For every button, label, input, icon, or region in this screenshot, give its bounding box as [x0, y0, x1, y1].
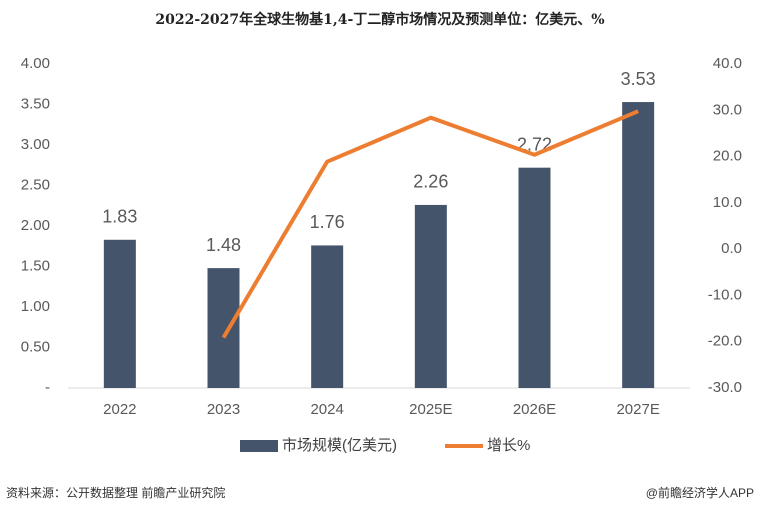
bar — [207, 268, 240, 388]
x-tick-label: 2023 — [207, 401, 240, 418]
legend-label: 增长% — [487, 437, 530, 454]
y2-tick-label: -10.0 — [708, 286, 742, 303]
y-tick-label: - — [45, 379, 50, 396]
bar — [414, 204, 447, 388]
y2-tick-label: 10.0 — [713, 194, 742, 211]
legend-label: 市场规模(亿美元) — [282, 437, 397, 454]
y-tick-label: 3.00 — [21, 136, 50, 153]
x-tick-label: 2025E — [409, 401, 452, 418]
value-label: 2.26 — [413, 172, 448, 192]
bar — [622, 102, 655, 388]
y-tick-label: 0.50 — [21, 338, 50, 355]
y2-tick-label: 20.0 — [713, 148, 742, 165]
bar — [103, 239, 136, 388]
value-label: 3.53 — [621, 69, 656, 89]
y-tick-label: 1.50 — [21, 257, 50, 274]
value-label: 1.76 — [310, 212, 345, 232]
y-tick-label: 2.00 — [21, 217, 50, 234]
x-tick-label: 2026E — [513, 401, 556, 418]
x-tick-label: 2027E — [616, 401, 659, 418]
y2-tick-label: 0.0 — [721, 240, 742, 257]
value-label: 1.83 — [102, 207, 137, 227]
y-tick-label: 1.00 — [21, 298, 50, 315]
y2-tick-label: 30.0 — [713, 101, 742, 118]
x-tick-label: 2024 — [310, 401, 343, 418]
y-tick-label: 4.00 — [21, 55, 50, 72]
y2-tick-label: -30.0 — [708, 379, 742, 396]
y-tick-label: 3.50 — [21, 95, 50, 112]
source-note: 资料来源：公开数据整理 前瞻产业研究院 — [6, 485, 225, 500]
legend-swatch — [240, 440, 278, 452]
bar — [311, 245, 344, 388]
value-label: 1.48 — [206, 235, 241, 255]
y2-tick-label: 40.0 — [713, 55, 742, 72]
bar — [518, 167, 551, 388]
y-tick-label: 2.50 — [21, 176, 50, 193]
y2-tick-label: -20.0 — [708, 333, 742, 350]
growth-line — [221, 109, 639, 339]
chart-title: 2022-2027年全球生物基1,4-丁二醇市场情况及预测单位：亿美元、% — [155, 11, 604, 28]
x-tick-label: 2022 — [103, 401, 136, 418]
credit-note: @前瞻经济学人APP — [646, 485, 754, 500]
